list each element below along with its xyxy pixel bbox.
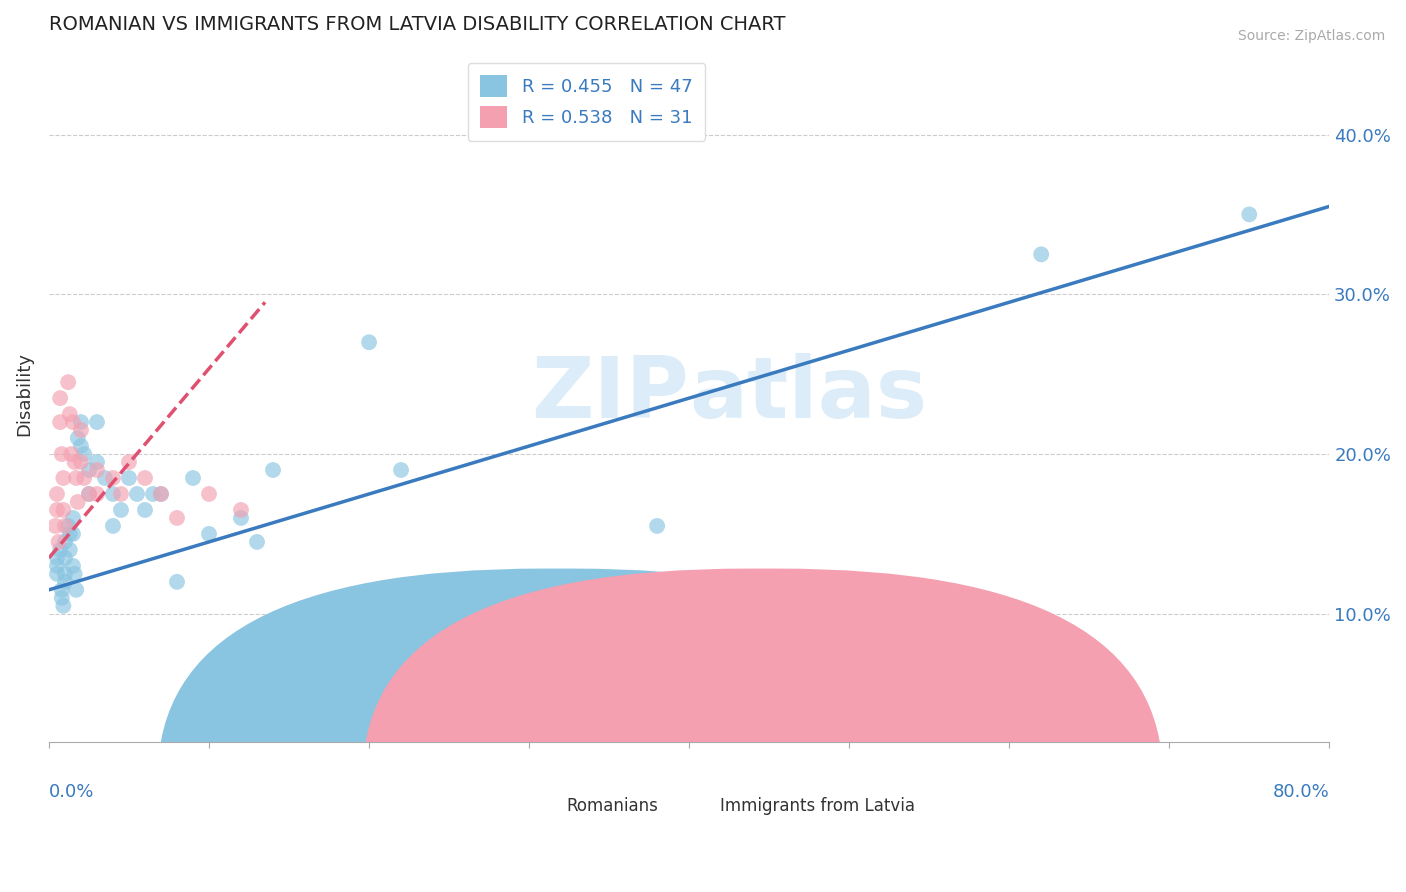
Point [65, 471, 87, 485]
FancyBboxPatch shape [157, 568, 957, 892]
Point [62, 558, 84, 573]
Point [150, 487, 173, 501]
Point [110, 487, 132, 501]
Point [70, 423, 93, 437]
Text: atlas: atlas [689, 352, 928, 435]
Point [77, 463, 100, 477]
Point [70, 455, 93, 469]
Point [60, 447, 83, 461]
Point [70, 439, 93, 453]
Point [73, 471, 96, 485]
Point [101, 487, 124, 501]
Point [59, 542, 82, 557]
Point [49, 542, 72, 557]
Point [246, 535, 269, 549]
Point [118, 455, 141, 469]
Point [198, 487, 221, 501]
Point [59, 407, 82, 421]
Point [51, 447, 73, 461]
Text: 80.0%: 80.0% [1272, 783, 1329, 801]
Point [110, 503, 132, 517]
Point [77, 487, 100, 501]
Point [48, 535, 70, 549]
Point [94, 471, 117, 485]
Point [51, 582, 73, 597]
Point [101, 471, 124, 485]
Point [51, 591, 73, 605]
Point [262, 463, 284, 477]
Point [66, 495, 89, 509]
Point [229, 511, 252, 525]
Point [1031, 247, 1053, 261]
Legend: R = 0.455   N = 47, R = 0.538   N = 31: R = 0.455 N = 47, R = 0.538 N = 31 [468, 62, 706, 141]
Point [53, 535, 76, 549]
Point [52, 471, 75, 485]
Text: Romanians: Romanians [567, 797, 658, 815]
Point [118, 471, 141, 485]
Point [59, 527, 82, 541]
Point [62, 511, 84, 525]
Point [166, 511, 188, 525]
Point [229, 503, 252, 517]
Point [198, 527, 221, 541]
Point [49, 391, 72, 405]
Point [46, 503, 69, 517]
Text: ZIP: ZIP [531, 352, 689, 435]
Point [166, 574, 188, 589]
Point [65, 582, 87, 597]
Point [645, 519, 668, 533]
Point [44, 519, 66, 533]
Point [53, 519, 76, 533]
Point [86, 455, 108, 469]
Y-axis label: Disability: Disability [15, 352, 32, 436]
Point [134, 503, 156, 517]
Point [52, 599, 75, 613]
Point [63, 566, 86, 581]
Point [49, 415, 72, 429]
Point [63, 455, 86, 469]
Point [56, 375, 79, 389]
Point [86, 487, 108, 501]
Point [56, 519, 79, 533]
Point [46, 487, 69, 501]
Point [389, 463, 412, 477]
Point [70, 415, 93, 429]
Point [357, 335, 380, 350]
Point [134, 471, 156, 485]
FancyBboxPatch shape [363, 568, 1163, 892]
Text: Immigrants from Latvia: Immigrants from Latvia [720, 797, 915, 815]
Point [46, 566, 69, 581]
Point [46, 558, 69, 573]
Point [62, 527, 84, 541]
Point [77, 487, 100, 501]
Point [1239, 207, 1261, 221]
Point [52, 503, 75, 517]
Point [142, 487, 165, 501]
Text: ROMANIAN VS IMMIGRANTS FROM LATVIA DISABILITY CORRELATION CHART: ROMANIAN VS IMMIGRANTS FROM LATVIA DISAB… [49, 15, 786, 34]
Point [62, 415, 84, 429]
Point [125, 487, 148, 501]
Point [66, 431, 89, 445]
Point [53, 566, 76, 581]
Text: 0.0%: 0.0% [49, 783, 94, 801]
Point [73, 447, 96, 461]
Point [101, 519, 124, 533]
Point [86, 415, 108, 429]
Point [86, 463, 108, 477]
Point [53, 574, 76, 589]
Text: Source: ZipAtlas.com: Source: ZipAtlas.com [1237, 29, 1385, 43]
Point [46, 550, 69, 565]
Point [150, 487, 173, 501]
Point [181, 471, 204, 485]
Point [53, 550, 76, 565]
